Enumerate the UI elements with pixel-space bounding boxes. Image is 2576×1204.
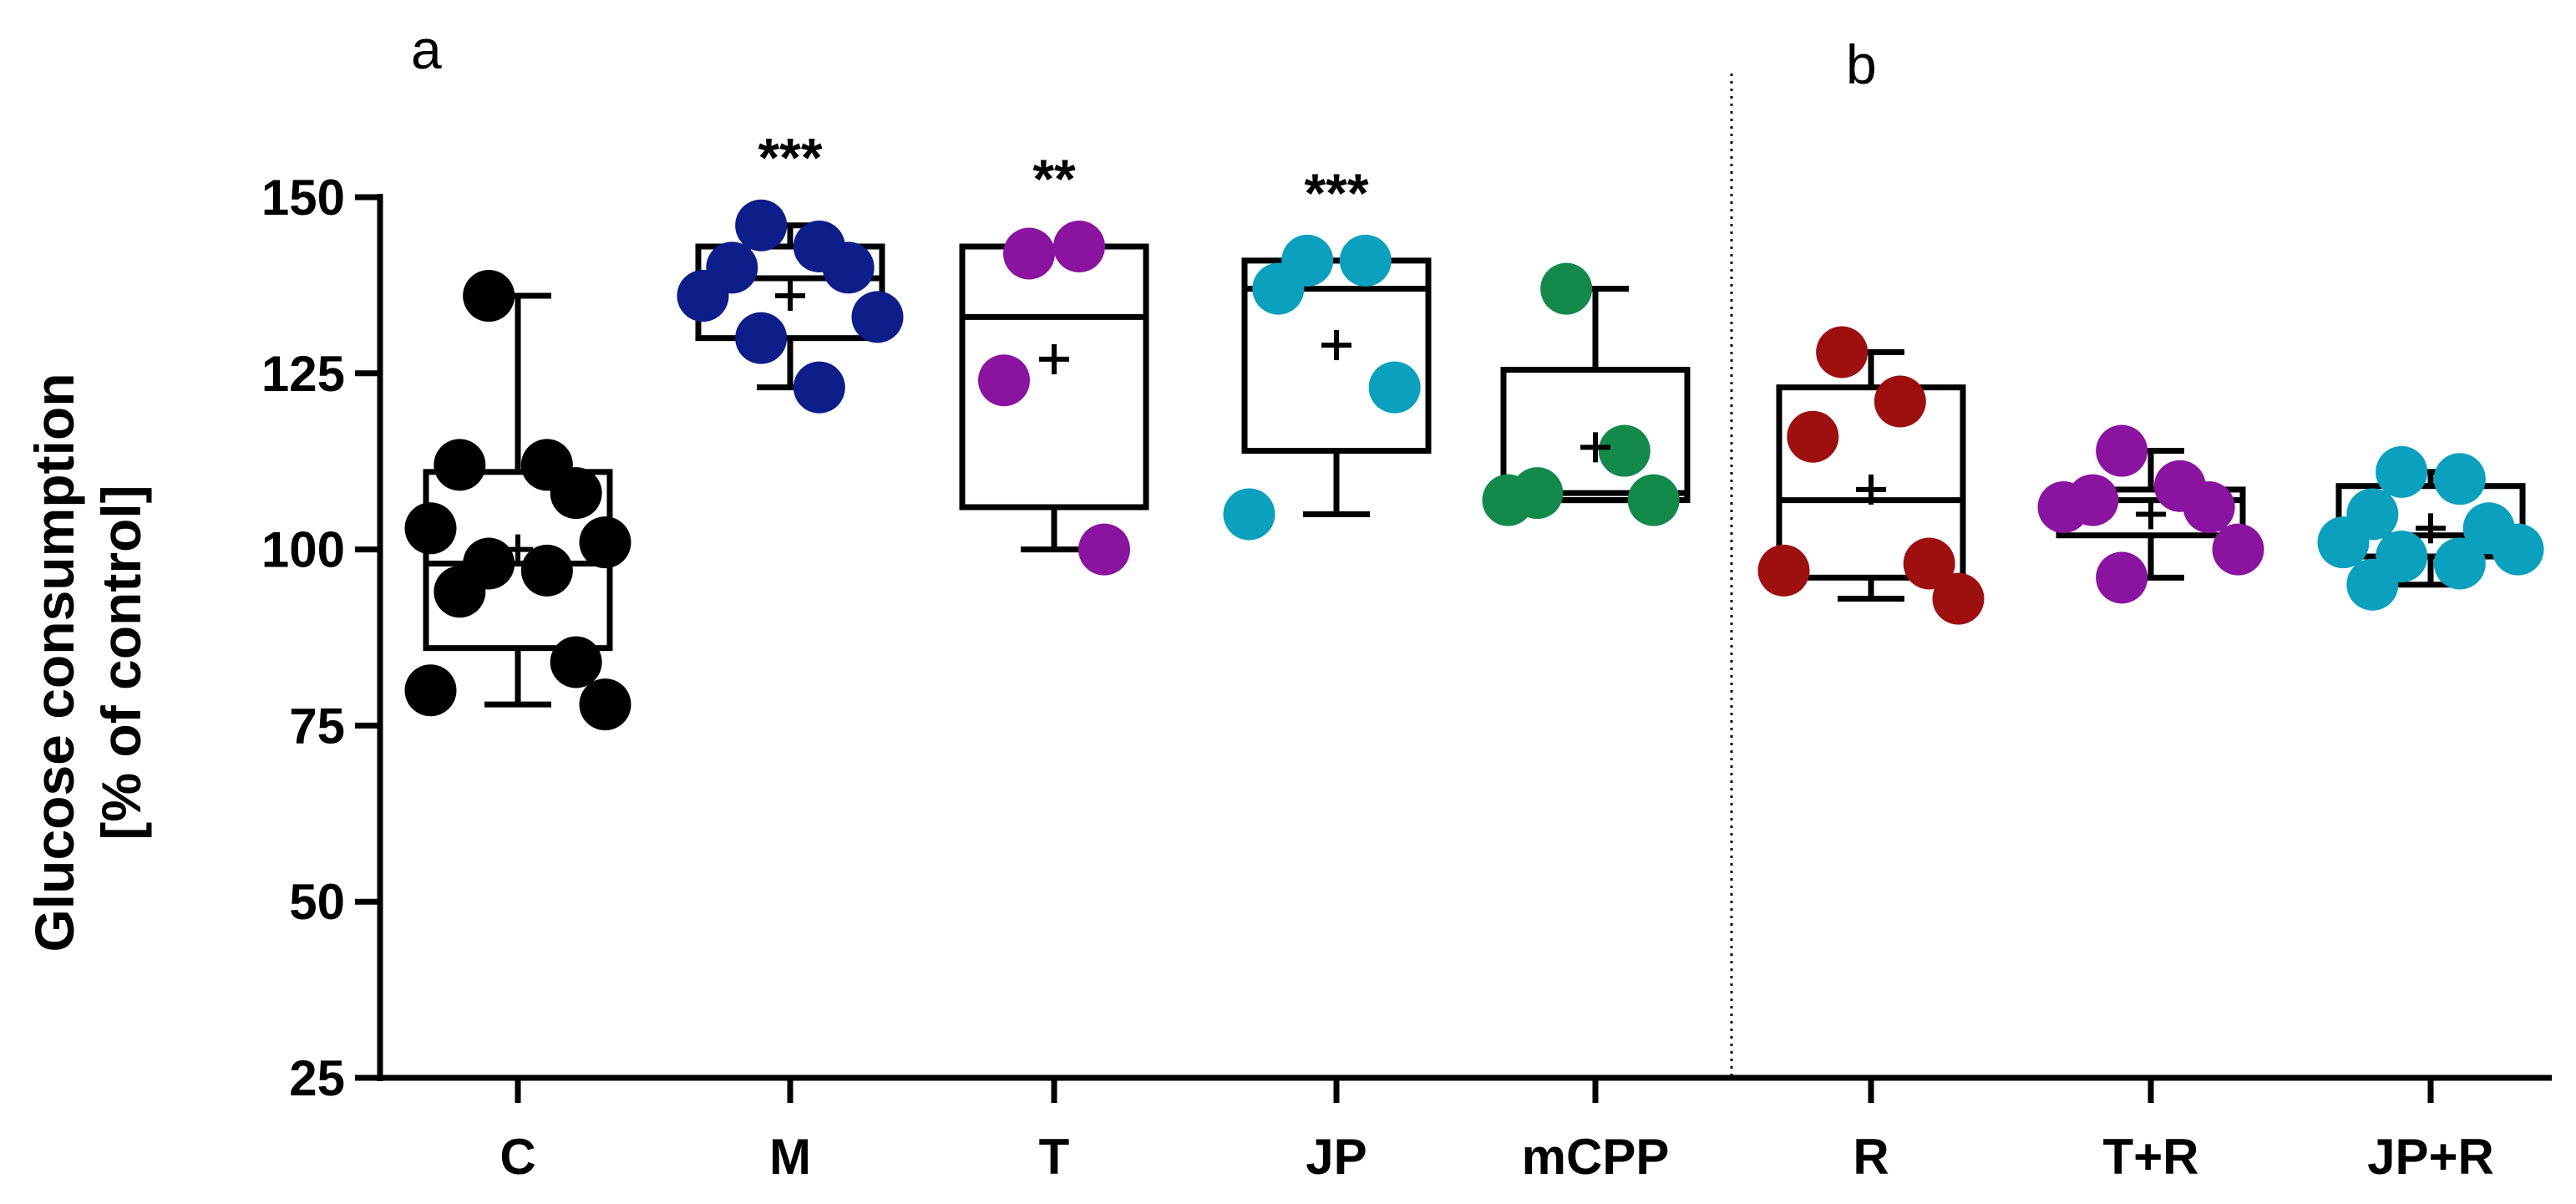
x-tick-label: T [1039, 1129, 1070, 1185]
data-point [404, 664, 457, 717]
data-point [1787, 410, 1839, 463]
significance-label: *** [1304, 162, 1368, 224]
boxes-layer [423, 222, 2526, 708]
x-tick-label: R [1853, 1129, 1889, 1185]
data-point [1874, 375, 1926, 428]
data-point [2492, 523, 2544, 576]
data-point [2346, 558, 2399, 611]
data-point [822, 241, 875, 294]
y-tick-label: 25 [289, 1050, 345, 1106]
significance-label: *** [758, 127, 822, 189]
points-layer [404, 199, 2544, 731]
data-point [550, 467, 602, 520]
x-tick-label: M [769, 1129, 811, 1185]
y-tick-label: 50 [289, 874, 345, 930]
data-point [1816, 326, 1869, 378]
data-point [1252, 262, 1305, 315]
box [1241, 257, 1432, 455]
data-point [1003, 227, 1055, 280]
data-point [1903, 537, 1955, 590]
data-point [1627, 474, 1680, 526]
data-point [1540, 262, 1593, 315]
y-tick-label: 150 [261, 170, 345, 226]
x-tick-label: JP [1306, 1129, 1367, 1185]
data-point [2096, 424, 2148, 477]
labels-layer: 25 50 75 100 125 150 C M *** T ** JP *** mCPP R T+R JP+R [261, 127, 2494, 1185]
data-point [404, 502, 457, 555]
y-tick-label: 75 [289, 698, 345, 754]
x-tick-label: mCPP [1522, 1129, 1670, 1185]
data-point [978, 354, 1030, 407]
data-point [735, 312, 788, 364]
data-point [520, 544, 573, 597]
data-point [851, 291, 904, 343]
x-tick-label: C [499, 1129, 535, 1185]
axes-layer [355, 74, 2552, 1103]
data-point [463, 270, 515, 323]
data-point [2376, 445, 2428, 498]
data-point [1078, 523, 1130, 576]
data-point [579, 678, 631, 731]
data-point [2183, 481, 2235, 534]
data-point [2096, 551, 2148, 604]
data-point [677, 270, 729, 323]
data-point [1339, 234, 1392, 287]
data-point [1053, 221, 1105, 273]
x-tick-label: T+R [2102, 1129, 2198, 1185]
x-tick-label: JP+R [2367, 1129, 2494, 1185]
data-point [2317, 516, 2370, 569]
data-point [550, 636, 602, 688]
data-point [1223, 488, 1275, 541]
y-axis-title-line1: Glucose consumption [23, 373, 85, 952]
data-point [2433, 537, 2486, 590]
box [1500, 367, 1691, 504]
y-tick-label: 125 [261, 346, 345, 402]
data-point [1368, 361, 1421, 414]
data-point [2037, 481, 2090, 534]
data-point [793, 361, 845, 414]
data-point [1757, 544, 1810, 597]
y-tick-label: 100 [261, 522, 345, 578]
panel-label-b: b [1846, 33, 1877, 95]
data-point [2212, 523, 2264, 576]
data-point [1482, 474, 1534, 526]
significance-label: ** [1032, 148, 1076, 210]
data-point [1598, 424, 1651, 477]
data-point [434, 439, 486, 491]
data-point [434, 566, 486, 618]
data-point [2433, 453, 2486, 505]
panel-label-a: a [411, 18, 442, 80]
data-point [735, 199, 788, 251]
box [1776, 384, 1966, 581]
data-point [1932, 572, 1985, 625]
data-point [579, 516, 631, 569]
y-axis-title-line2: [% of control] [90, 485, 152, 840]
